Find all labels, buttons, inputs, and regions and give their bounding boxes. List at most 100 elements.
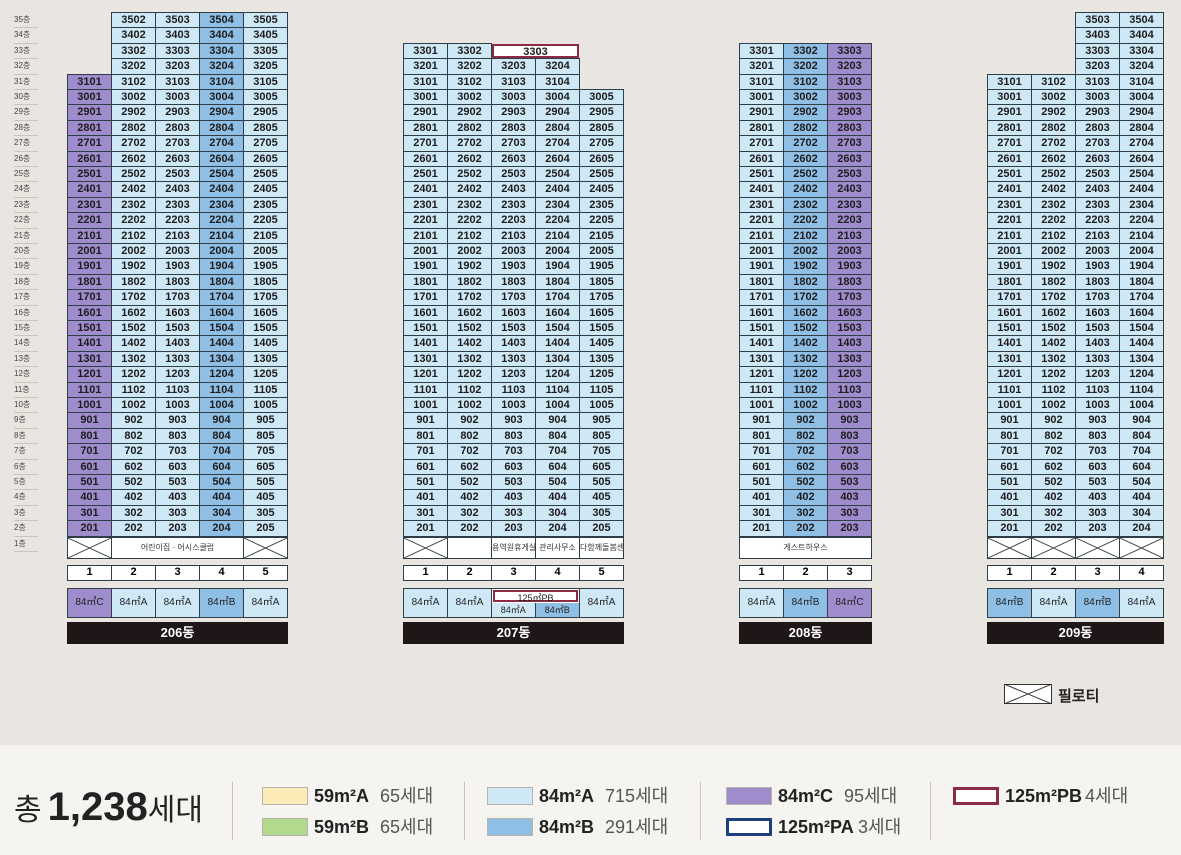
unit-cell[interactable]: 2804 (1119, 119, 1164, 137)
unit-cell[interactable]: 1404 (199, 335, 244, 352)
unit-cell[interactable]: 1501 (739, 320, 784, 337)
unit-cell[interactable]: 405 (243, 489, 288, 506)
unit-cell[interactable]: 2402 (783, 181, 828, 198)
unit-cell[interactable]: 3103 (1075, 73, 1120, 90)
unit-cell[interactable]: 1903 (491, 258, 536, 275)
unit-cell[interactable]: 3103 (827, 73, 872, 90)
unit-cell[interactable]: 1504 (1119, 320, 1164, 337)
unit-cell[interactable]: 903 (491, 412, 536, 429)
unit-cell[interactable]: 2904 (1119, 104, 1164, 121)
unit-cell[interactable]: 1701 (987, 289, 1032, 306)
unit-cell[interactable]: 2204 (1119, 212, 1164, 229)
unit-cell[interactable]: 704 (199, 443, 244, 460)
unit-cell[interactable]: 3303 (155, 42, 200, 60)
unit-cell[interactable]: 2903 (491, 104, 536, 121)
unit-cell[interactable]: 2103 (1075, 227, 1120, 244)
unit-cell[interactable]: 1005 (243, 397, 288, 414)
unit-cell[interactable]: 1902 (783, 258, 828, 275)
unit-cell[interactable]: 2104 (1119, 227, 1164, 244)
unit-cell[interactable]: 1402 (111, 335, 156, 352)
unit-cell[interactable]: 2405 (243, 181, 288, 198)
unit-cell[interactable]: 2102 (1031, 227, 1076, 244)
unit-cell[interactable]: 1404 (535, 335, 580, 352)
unit-cell[interactable]: 1003 (1075, 397, 1120, 414)
unit-cell[interactable]: 2202 (783, 212, 828, 229)
unit-cell[interactable]: 3403 (155, 27, 200, 44)
unit-cell[interactable]: 903 (155, 412, 200, 429)
unit-cell[interactable]: 2505 (243, 166, 288, 183)
unit-cell[interactable]: 1804 (535, 273, 580, 291)
unit-cell[interactable]: 2304 (1119, 196, 1164, 214)
unit-cell[interactable]: 1605 (243, 304, 288, 321)
unit-cell[interactable]: 1601 (67, 304, 112, 321)
unit-cell[interactable]: 3502 (111, 12, 156, 29)
unit-cell[interactable]: 202 (1031, 520, 1076, 537)
unit-cell[interactable]: 2702 (447, 135, 492, 152)
unit-cell[interactable]: 1302 (1031, 350, 1076, 368)
unit-cell[interactable]: 2403 (827, 181, 872, 198)
unit-cell[interactable]: 301 (67, 504, 112, 522)
unit-cell[interactable]: 2004 (535, 243, 580, 260)
unit-cell[interactable]: 702 (1031, 443, 1076, 460)
unit-cell[interactable]: 501 (403, 474, 448, 491)
unit-cell[interactable]: 1504 (199, 320, 244, 337)
unit-cell[interactable]: 1505 (243, 320, 288, 337)
unit-cell[interactable]: 803 (155, 427, 200, 445)
unit-cell[interactable]: 2401 (403, 181, 448, 198)
unit-cell[interactable]: 3203 (491, 58, 536, 75)
unit-cell[interactable]: 2504 (535, 166, 580, 183)
unit-cell[interactable]: 3001 (987, 89, 1032, 106)
unit-cell[interactable]: 1201 (67, 366, 112, 383)
unit-cell[interactable]: 1302 (111, 350, 156, 368)
unit-cell[interactable]: 402 (447, 489, 492, 506)
unit-cell[interactable]: 1905 (579, 258, 624, 275)
unit-cell[interactable]: 804 (199, 427, 244, 445)
unit-cell[interactable]: 305 (243, 504, 288, 522)
unit-cell[interactable]: 601 (67, 458, 112, 475)
unit-cell[interactable]: 3001 (67, 89, 112, 106)
unit-cell[interactable]: 502 (447, 474, 492, 491)
unit-cell[interactable]: 1304 (535, 350, 580, 368)
unit-cell[interactable]: 3201 (403, 58, 448, 75)
unit-cell[interactable]: 1701 (403, 289, 448, 306)
unit-cell[interactable]: 1104 (535, 381, 580, 398)
unit-cell[interactable]: 2403 (155, 181, 200, 198)
unit-cell[interactable]: 3002 (447, 89, 492, 106)
unit-cell[interactable]: 705 (579, 443, 624, 460)
unit-cell[interactable]: 3404 (199, 27, 244, 44)
unit-cell[interactable]: 3005 (243, 89, 288, 106)
unit-cell[interactable]: 3405 (243, 27, 288, 44)
unit-cell[interactable]: 2702 (111, 135, 156, 152)
unit-cell[interactable]: 3103 (155, 73, 200, 90)
unit-cell[interactable]: 1301 (403, 350, 448, 368)
unit-cell[interactable]: 801 (987, 427, 1032, 445)
unit-cell[interactable]: 1604 (535, 304, 580, 321)
unit-cell[interactable]: 1402 (783, 335, 828, 352)
unit-cell[interactable]: 1704 (199, 289, 244, 306)
unit-cell[interactable]: 1105 (243, 381, 288, 398)
unit-cell[interactable]: 2404 (1119, 181, 1164, 198)
unit-cell[interactable]: 505 (243, 474, 288, 491)
unit-cell[interactable]: 2801 (987, 119, 1032, 137)
unit-cell[interactable]: 1003 (491, 397, 536, 414)
unit-cell[interactable]: 2601 (987, 150, 1032, 167)
unit-cell[interactable]: 2003 (491, 243, 536, 260)
unit-cell[interactable]: 1403 (155, 335, 200, 352)
unit-cell[interactable]: 2603 (491, 150, 536, 167)
unit-cell[interactable]: 1202 (783, 366, 828, 383)
unit-cell[interactable]: 803 (827, 427, 872, 445)
unit-cell[interactable]: 704 (535, 443, 580, 460)
unit-cell[interactable]: 2703 (827, 135, 872, 152)
unit-cell[interactable]: 2305 (243, 196, 288, 214)
unit-cell[interactable]: 901 (403, 412, 448, 429)
unit-cell[interactable]: 1103 (155, 381, 200, 398)
unit-cell[interactable]: 1305 (243, 350, 288, 368)
unit-cell[interactable]: 301 (987, 504, 1032, 522)
unit-cell[interactable]: 3001 (403, 89, 448, 106)
unit-cell[interactable]: 1103 (827, 381, 872, 398)
unit-cell[interactable]: 701 (67, 443, 112, 460)
unit-cell[interactable]: 1203 (155, 366, 200, 383)
unit-cell[interactable]: 3102 (447, 73, 492, 90)
unit-cell[interactable]: 3305 (243, 42, 288, 60)
unit-cell[interactable]: 1801 (987, 273, 1032, 291)
